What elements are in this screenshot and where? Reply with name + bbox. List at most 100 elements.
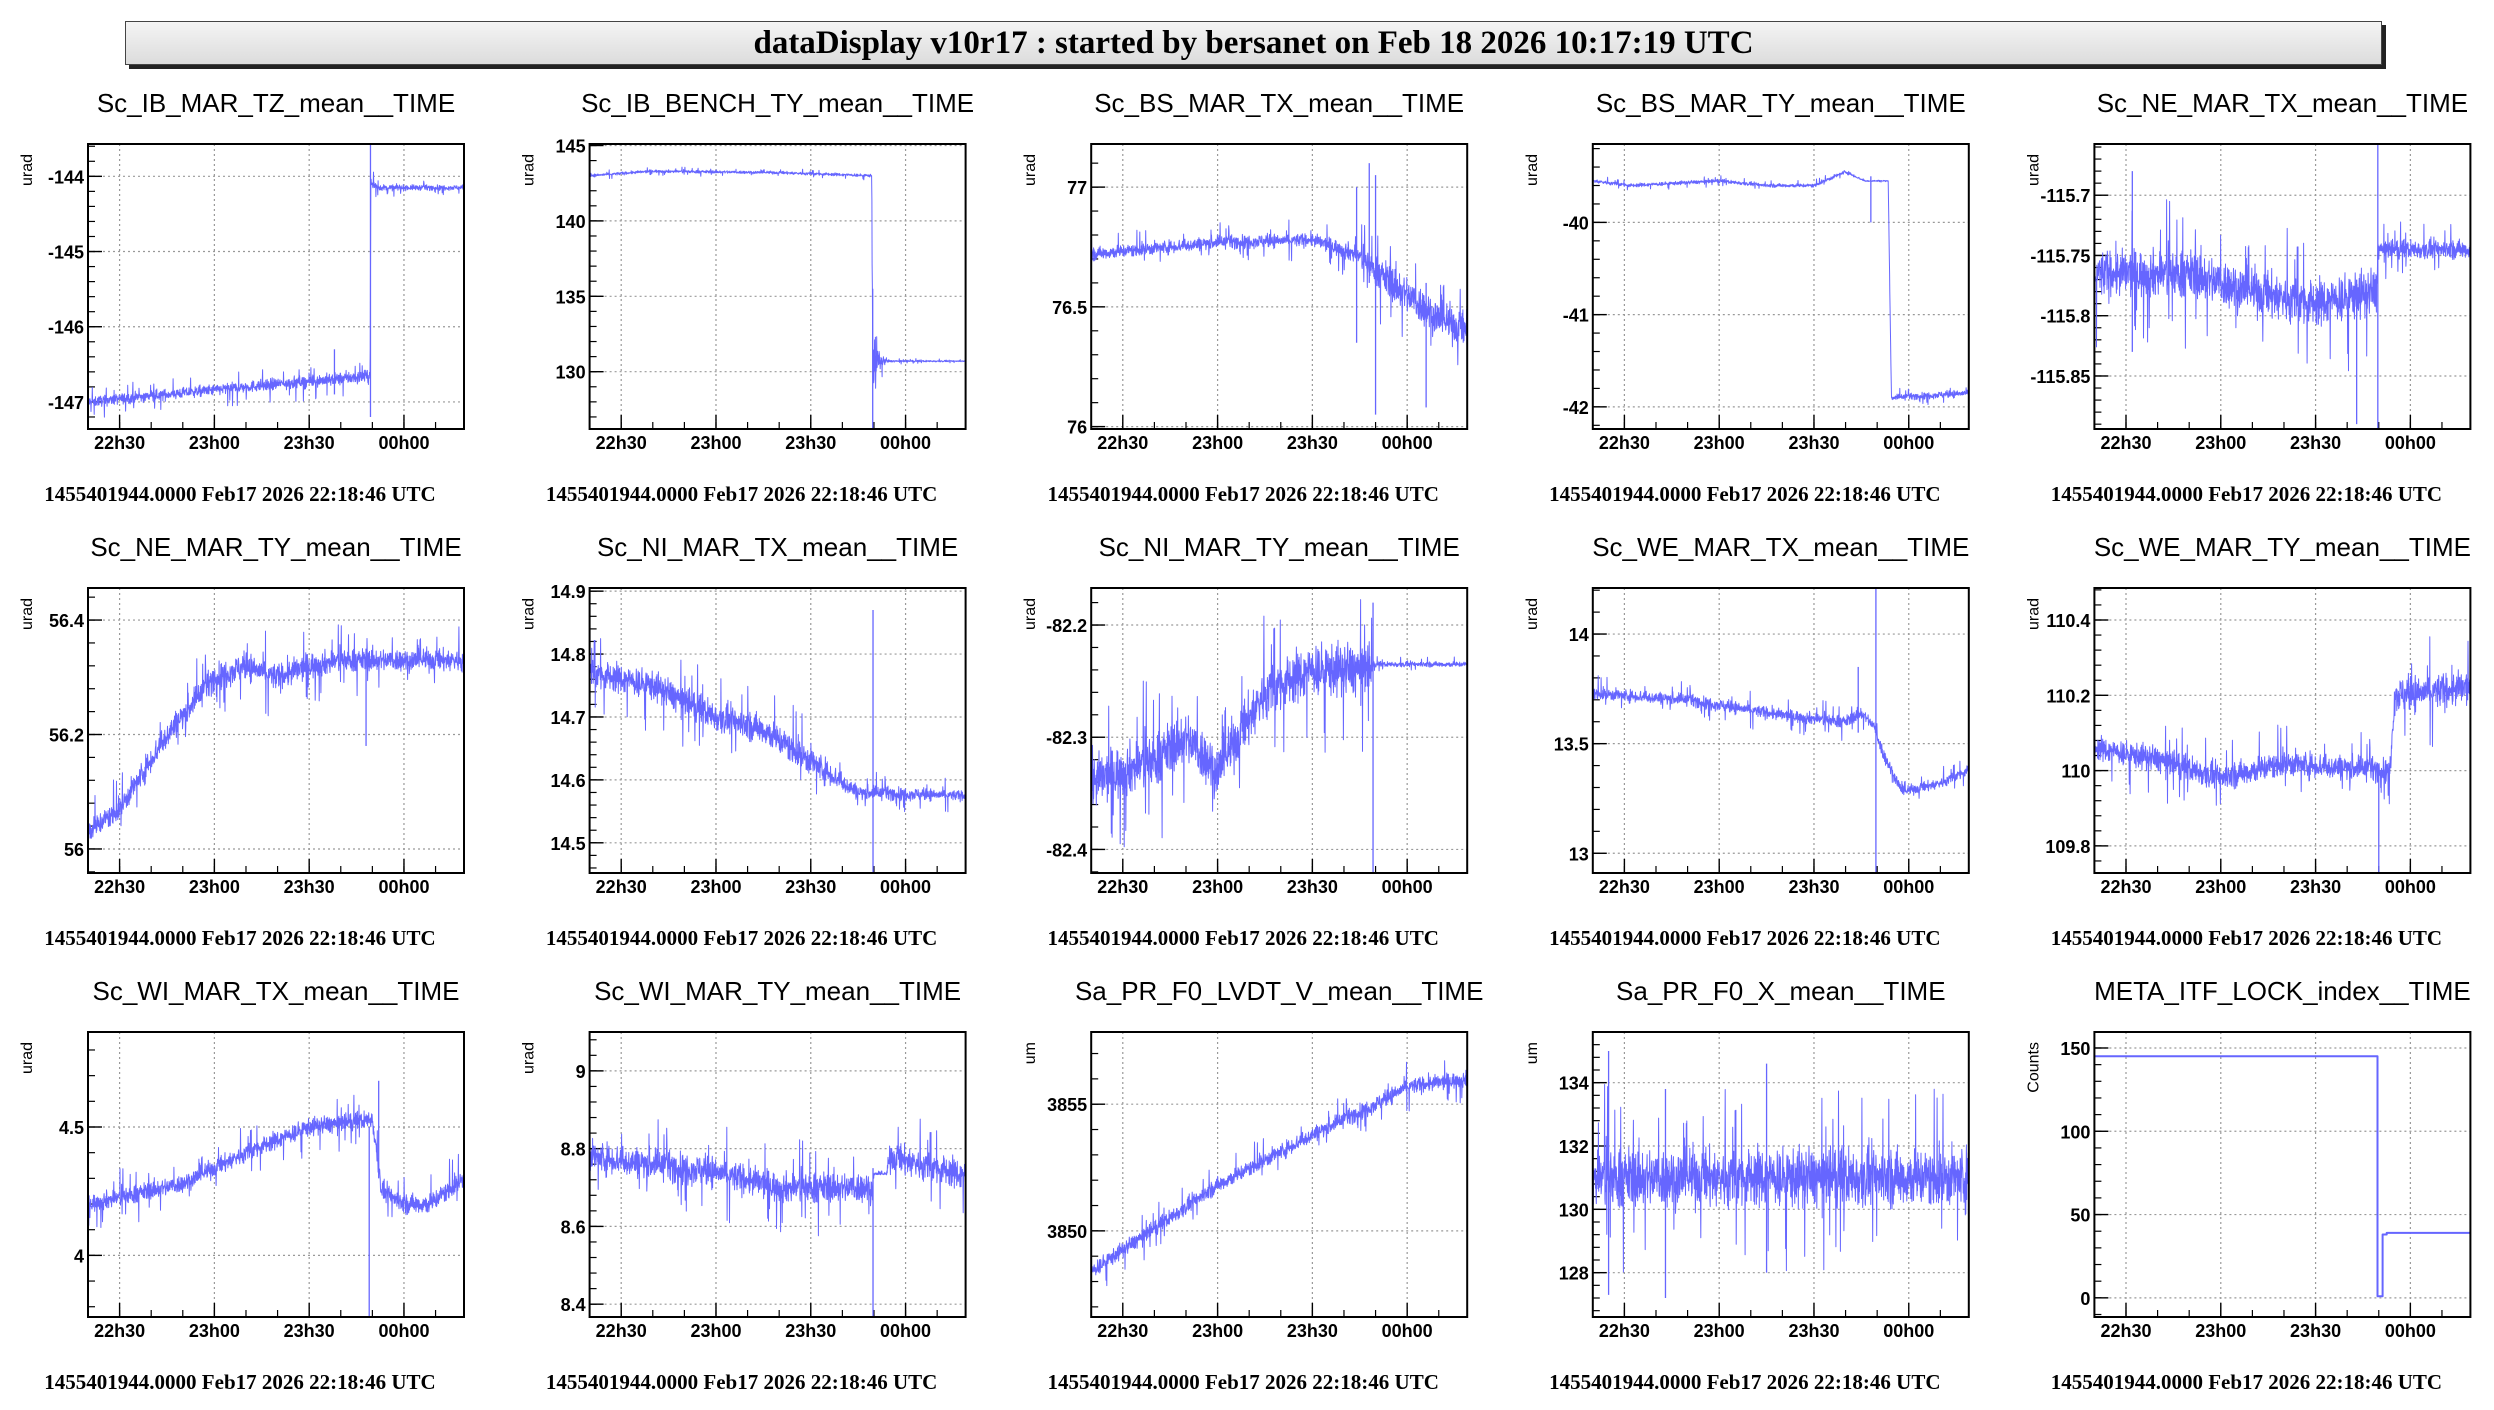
x-tick-label: 23h00: [2195, 433, 2246, 453]
x-tick-label: 00h00: [1382, 433, 1433, 453]
y-axis-label: um: [1524, 1042, 1541, 1064]
x-tick-label: 23h00: [1694, 1321, 1745, 1341]
x-tick-label: 23h00: [1694, 433, 1745, 453]
y-tick-label: 110: [2061, 762, 2090, 782]
plot-frame: [1591, 587, 1970, 874]
y-tick-label: 100: [2060, 1122, 2090, 1142]
y-tick-label: 128: [1559, 1264, 1589, 1284]
y-tick-label: -82.2: [1046, 616, 1087, 636]
y-tick-label: 4: [74, 1246, 84, 1266]
y-tick-label: 14.5: [551, 834, 586, 854]
plot-title: Sc_WI_MAR_TX_mean__TIME: [92, 976, 459, 1006]
x-tick-label: 22h30: [94, 1321, 145, 1341]
plot-frame: [1090, 587, 1469, 874]
x-tick-label: 23h00: [1694, 877, 1745, 897]
y-tick-label: 130: [556, 363, 586, 383]
y-tick-label: 14.6: [551, 771, 586, 791]
x-tick-label: 00h00: [2385, 1321, 2436, 1341]
plot-title: Sc_NE_MAR_TY_mean__TIME: [90, 532, 461, 562]
y-tick-label: -115.75: [2030, 246, 2090, 266]
data-series-line: [589, 1118, 966, 1237]
x-tick-label: 22h30: [94, 877, 145, 897]
y-tick-label: 150: [2060, 1039, 2090, 1059]
plot-timestamp: 1455401944.0000 Feb17 2026 22:18:46 UTC: [2051, 1370, 2442, 1394]
plot-frame: [588, 143, 967, 430]
plot-frame: [1591, 1031, 1970, 1318]
y-tick-label: 8.4: [561, 1295, 586, 1315]
x-tick-label: 23h30: [2290, 877, 2341, 897]
plot-timestamp: 1455401944.0000 Feb17 2026 22:18:46 UTC: [44, 926, 435, 950]
x-tick-label: 22h30: [1599, 1321, 1650, 1341]
x-tick-label: 23h00: [2195, 1321, 2246, 1341]
plot-frame: [2093, 587, 2472, 874]
x-tick-label: 22h30: [2100, 1321, 2151, 1341]
x-tick-label: 23h00: [2195, 877, 2246, 897]
plot-title: Sa_PR_F0_X_mean__TIME: [1616, 976, 1946, 1006]
x-tick-label: 00h00: [378, 433, 429, 453]
y-axis-label: urad: [1022, 598, 1039, 630]
y-tick-label: 132: [1559, 1137, 1589, 1157]
y-axis-label: urad: [521, 598, 538, 630]
x-tick-label: 23h00: [189, 877, 240, 897]
x-tick-label: 00h00: [1883, 1321, 1934, 1341]
y-axis-label: urad: [19, 598, 36, 630]
x-tick-label: 23h30: [1287, 433, 1338, 453]
y-tick-label: -42: [1563, 398, 1589, 418]
plot-title: Sc_BS_MAR_TY_mean__TIME: [1596, 88, 1966, 118]
plot-title: Sc_IB_MAR_TZ_mean__TIME: [97, 88, 455, 118]
plot-timestamp: 1455401944.0000 Feb17 2026 22:18:46 UTC: [1047, 1370, 1438, 1394]
data-series-line: [589, 166, 967, 389]
y-axis-label: urad: [19, 154, 36, 186]
x-tick-label: 00h00: [880, 877, 931, 897]
y-tick-label: -115.7: [2040, 186, 2090, 206]
plot-timestamp: 1455401944.0000 Feb17 2026 22:18:46 UTC: [1549, 1370, 1940, 1394]
plot-frame: [1090, 1031, 1469, 1318]
x-tick-label: 22h30: [1097, 877, 1148, 897]
y-tick-label: 4.5: [59, 1118, 84, 1138]
data-series-line: [1592, 170, 1970, 405]
x-tick-label: 00h00: [1883, 877, 1934, 897]
data-series-line: [1592, 675, 1970, 799]
y-axis-label: urad: [521, 1042, 538, 1074]
y-tick-label: 145: [556, 137, 586, 157]
y-tick-label: 9: [576, 1062, 586, 1082]
y-axis-label: um: [1022, 1042, 1039, 1064]
y-axis-label: Counts: [2025, 1042, 2042, 1093]
x-tick-label: 23h00: [690, 1321, 741, 1341]
x-tick-label: 22h30: [94, 433, 145, 453]
y-axis-label: urad: [2025, 154, 2042, 186]
x-tick-label: 23h30: [1788, 877, 1839, 897]
x-tick-label: 23h30: [785, 1321, 836, 1341]
x-tick-label: 22h30: [2100, 877, 2151, 897]
y-tick-label: 0: [2080, 1289, 2090, 1309]
y-tick-label: 50: [2070, 1206, 2090, 1226]
data-series-line: [1090, 599, 1468, 848]
x-tick-label: 23h00: [189, 1321, 240, 1341]
data-series-line: [87, 1094, 465, 1228]
y-tick-label: 8.6: [561, 1217, 586, 1237]
data-series-line: [1090, 1060, 1468, 1287]
y-tick-label: -41: [1563, 306, 1589, 326]
data-series-line: [1592, 1084, 1970, 1273]
y-tick-label: 14.7: [551, 708, 586, 728]
data-series-line: [87, 171, 465, 418]
x-tick-label: 00h00: [378, 1321, 429, 1341]
y-axis-label: urad: [521, 154, 538, 186]
y-tick-label: 14.9: [551, 582, 586, 602]
y-tick-label: 110.2: [2046, 686, 2090, 706]
x-tick-label: 23h00: [1192, 1321, 1243, 1341]
x-tick-label: 23h00: [690, 877, 741, 897]
y-tick-label: 140: [556, 212, 586, 232]
y-tick-label: -145: [48, 243, 84, 263]
y-tick-label: 13: [1569, 844, 1589, 864]
x-tick-label: 22h30: [1097, 1321, 1148, 1341]
y-tick-label: 8.8: [561, 1140, 586, 1160]
